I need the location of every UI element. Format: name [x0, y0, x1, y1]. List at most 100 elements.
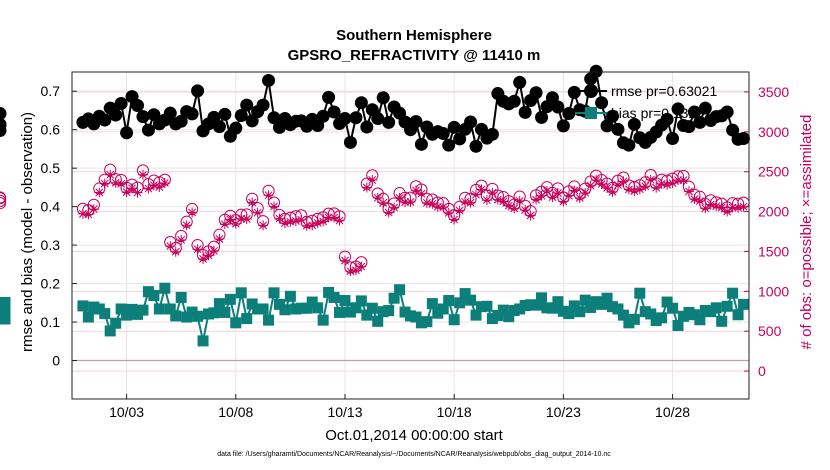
rmse-point [737, 132, 751, 146]
rmse-point [529, 86, 543, 100]
bias-point [672, 320, 684, 332]
bias-point [148, 290, 160, 302]
rmse-point [414, 137, 428, 151]
obs-assimilated-point [105, 169, 116, 180]
obs-assimilated-point [285, 216, 296, 227]
bias-point [328, 291, 340, 303]
rmse-point [136, 110, 150, 124]
legend-bias-marker [585, 107, 597, 119]
rmse-point [682, 120, 696, 134]
bias-point [426, 298, 438, 310]
x-tick-label: 10/03 [109, 404, 144, 420]
rmse-point [349, 111, 363, 125]
bias-point [574, 306, 586, 318]
bias-point [153, 303, 165, 315]
obs-assimilated-point [176, 234, 187, 245]
legend: rmse pr=0.63021 bias pr=0.13222 [575, 83, 717, 121]
obs-assimilated-point [645, 174, 656, 185]
bias-point [394, 284, 406, 296]
bias-point [421, 316, 433, 328]
obs-assimilated-point [487, 187, 498, 198]
obs-assimilated-point [187, 207, 198, 218]
obs-assimilated-point [252, 207, 263, 218]
obs-assimilated-point [733, 202, 744, 213]
rmse-point [212, 120, 226, 134]
plot-area: 0 0.1 0.2 0.3 0.4 0.5 0.6 0.7 0 500 1000 1500 2000 25… [0, 65, 789, 420]
rmse-point [622, 138, 636, 152]
bias-point [694, 314, 706, 326]
bias-point [536, 292, 548, 304]
obs-assimilated-point [667, 178, 678, 189]
obs-assimilated-point [689, 194, 700, 205]
bias-point [257, 303, 269, 315]
obs-assimilated-point [612, 180, 623, 191]
obs-assimilated-point [694, 196, 705, 207]
rmse-point [687, 105, 701, 119]
obs-assimilated-point [498, 196, 509, 207]
rmse-point [469, 139, 483, 153]
rmse-point [600, 119, 614, 133]
obs-assimilated-point [236, 213, 247, 224]
obs-assimilated-point [361, 182, 372, 193]
rmse-point [720, 105, 734, 119]
obs-assimilated-point [94, 187, 105, 198]
obs-assimilated-point [192, 244, 203, 255]
y-tick-label: 0.2 [41, 276, 61, 292]
obs-assimilated-point [88, 204, 99, 215]
obs-assimilated-point [334, 215, 345, 226]
rmse-point [163, 106, 177, 120]
bias-point [454, 297, 466, 309]
obs-assimilated-point [574, 192, 585, 203]
rmse-point [693, 115, 707, 129]
bias-point [334, 306, 346, 318]
y2-tick-label: 3000 [758, 124, 789, 140]
footnote: data file: /Users/gharamti/Documents/NCA… [217, 451, 611, 458]
bias-point [268, 287, 280, 299]
rmse-point [338, 112, 352, 126]
rmse-point [513, 75, 527, 89]
obs-assimilated-point [339, 255, 350, 266]
obs-assimilated-point [683, 186, 694, 197]
y2-tick-label: 3500 [758, 84, 789, 100]
y2-tick-label: 0 [758, 363, 766, 379]
bias-point [170, 310, 182, 322]
obs-assimilated-point [623, 184, 634, 195]
obs-assimilated-point [110, 177, 121, 188]
obs-assimilated-point [241, 213, 252, 224]
obs-assimilated-point [383, 207, 394, 218]
obs-assimilated-point [591, 175, 602, 186]
obs-assimilated-point [258, 220, 269, 231]
rmse-point [240, 98, 254, 112]
obs-assimilated-point [700, 203, 711, 214]
rmse-point [98, 113, 112, 127]
rmse-point [671, 102, 685, 116]
bias-point [0, 303, 11, 315]
rmse-point [485, 127, 499, 141]
obs-assimilated-point [541, 185, 552, 196]
rmse-point [551, 100, 565, 114]
obs-assimilated-point [148, 180, 159, 191]
obs-assimilated-point [569, 185, 580, 196]
rmse-point [191, 84, 205, 98]
rmse-point [120, 126, 134, 140]
obs-assimilated-point [525, 210, 536, 221]
obs-assimilated-point [673, 175, 684, 186]
rmse-point [109, 108, 123, 122]
rmse-point [0, 107, 7, 121]
y2-tick-label: 2500 [758, 164, 789, 180]
bias-point [355, 295, 367, 307]
bias-point [175, 291, 187, 303]
obs-possible-point [0, 191, 7, 204]
legend-bias-label: bias pr=0.13222 [611, 105, 712, 121]
bias-point [219, 306, 231, 318]
x-tick-label: 10/23 [546, 404, 581, 420]
rmse-point [556, 119, 570, 133]
obs-assimilated-point [203, 250, 214, 261]
obs-assimilated-point [312, 217, 323, 228]
bias-point [77, 300, 89, 312]
obs-assimilated-point [214, 234, 225, 245]
obs-assimilated-point [159, 177, 170, 188]
bias-point [137, 304, 149, 316]
bias-point [241, 313, 253, 325]
obs-assimilated-point [301, 220, 312, 231]
